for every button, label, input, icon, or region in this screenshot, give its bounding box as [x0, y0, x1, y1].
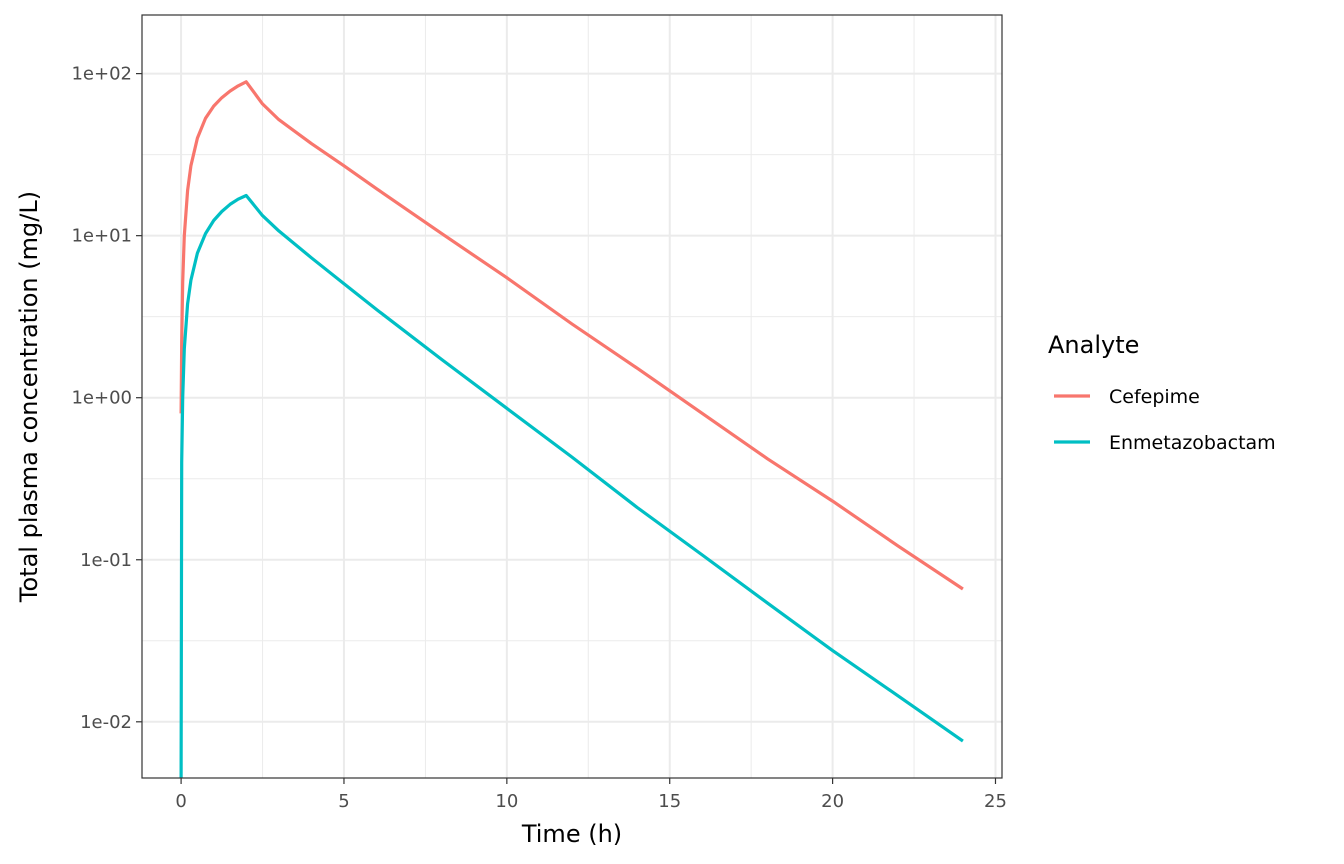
x-tick-label: 25: [984, 791, 1007, 812]
x-tick-label: 10: [495, 791, 518, 812]
x-tick-label: 15: [658, 791, 681, 812]
y-tick-label: 1e-02: [80, 712, 132, 733]
y-tick-label: 1e+00: [71, 388, 132, 409]
series-lines: [179, 80, 964, 778]
y-axis-title: Total plasma concentration (mg/L): [15, 191, 43, 603]
minor-gridlines: [142, 15, 1002, 778]
x-tick-label: 0: [175, 791, 186, 812]
y-tick-label: 1e+02: [71, 64, 132, 85]
axis-ticks: 0 5 10 15 20 25 1e-02 1e-01 1e+00 1e+01 1e+02: [71, 64, 1006, 812]
legend-label-enmetazobactam: Enmetazobactam: [1109, 432, 1276, 454]
legend: Analyte Cefepime Enmetazobactam: [1048, 331, 1276, 454]
x-axis-title: Time (h): [521, 820, 622, 848]
y-tick-label: 1e-01: [80, 550, 132, 571]
x-tick-label: 5: [338, 791, 349, 812]
series-line-enmetazobactam: [179, 193, 964, 778]
x-tick-label: 20: [821, 791, 844, 812]
plot-panel-border: [141, 14, 1003, 779]
y-tick-label: 1e+01: [71, 226, 132, 247]
legend-title: Analyte: [1048, 331, 1139, 359]
series-line-cefepime: [179, 80, 964, 591]
legend-label-cefepime: Cefepime: [1109, 386, 1200, 408]
